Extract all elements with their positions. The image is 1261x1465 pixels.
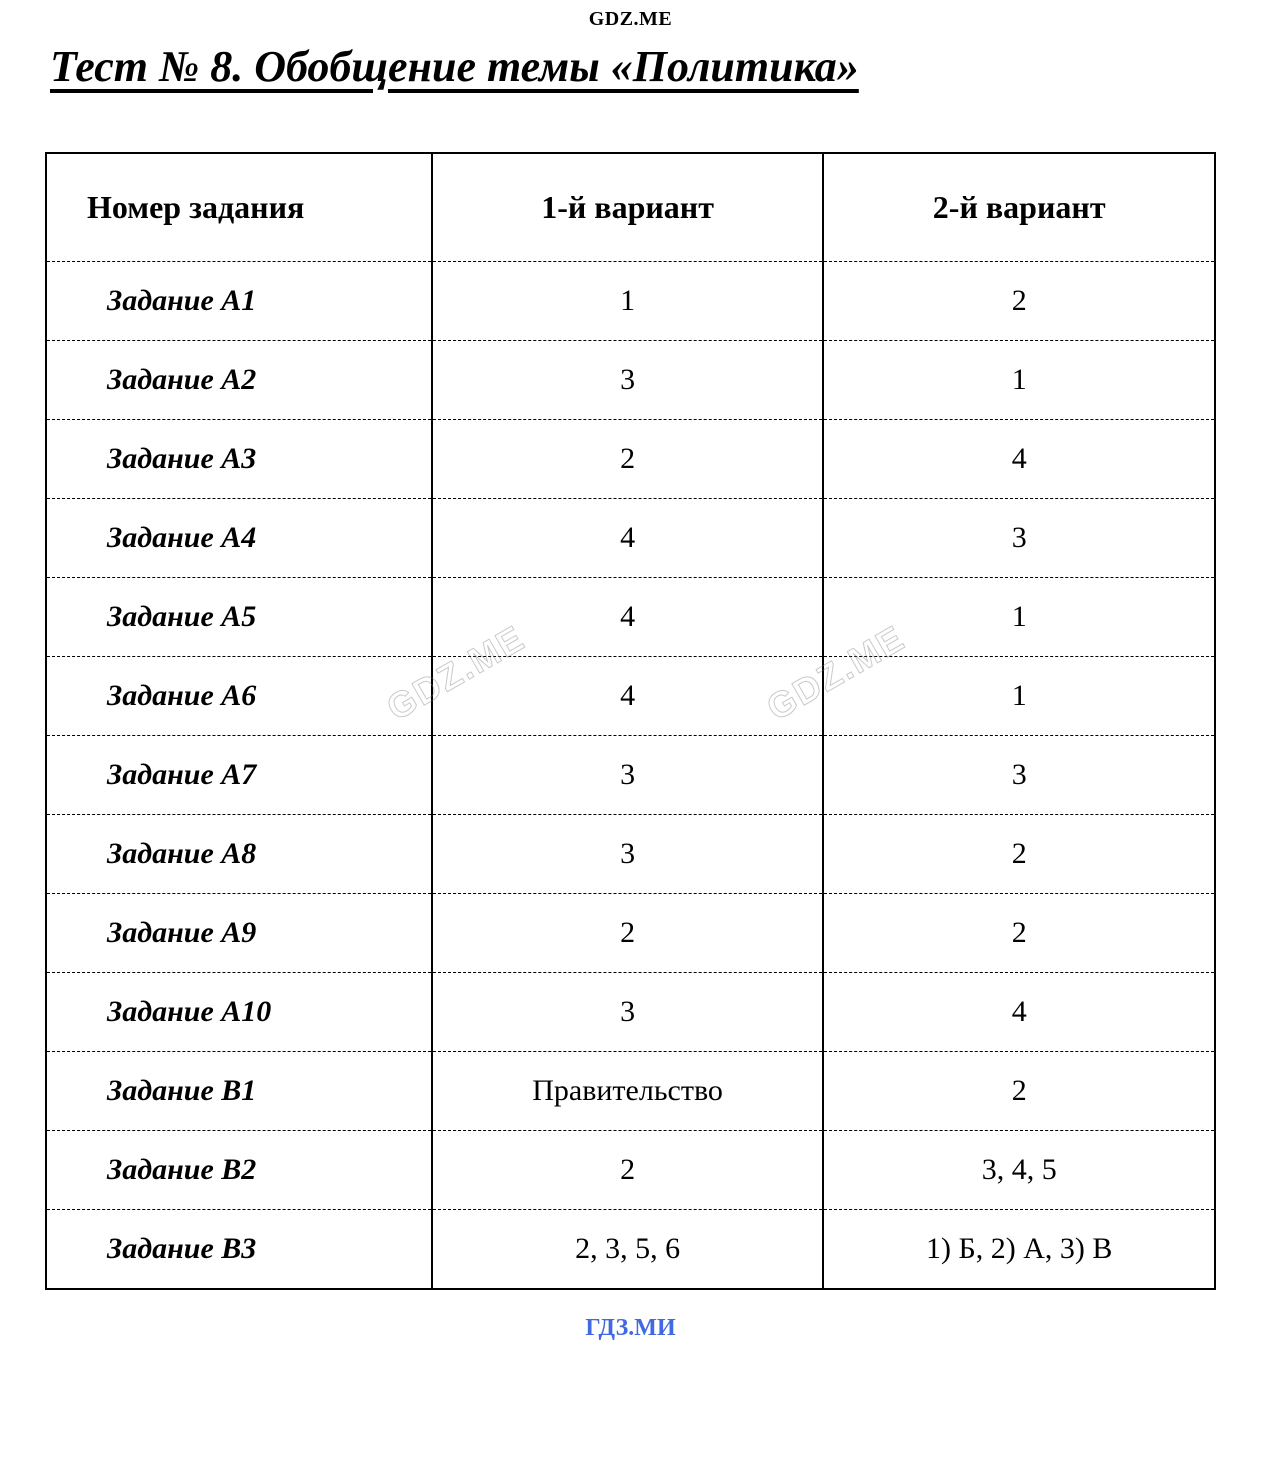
column-header-variant2: 2-й вариант [823,153,1215,262]
variant2-value: 2 [823,1052,1215,1131]
column-header-task: Номер задания [46,153,432,262]
variant2-value: 4 [823,420,1215,499]
header-watermark: GDZ.ME [0,0,1261,31]
variant2-value: 2 [823,262,1215,341]
table-row: Задание А9 2 2 [46,894,1215,973]
variant1-value: 3 [432,815,824,894]
variant2-value: 3 [823,499,1215,578]
table-row: Задание А7 3 3 [46,736,1215,815]
table-row: Задание А6 4 1 [46,657,1215,736]
task-label: Задание А1 [46,262,432,341]
task-label: Задание В1 [46,1052,432,1131]
variant1-value: 4 [432,499,824,578]
variant2-value: 1 [823,341,1215,420]
variant1-value: 2 [432,1131,824,1210]
table-row: Задание А3 2 4 [46,420,1215,499]
task-label: Задание А8 [46,815,432,894]
table-row: Задание В3 2, 3, 5, 6 1) Б, 2) А, 3) В [46,1210,1215,1290]
variant2-value: 2 [823,894,1215,973]
table-row: Задание А8 3 2 [46,815,1215,894]
table-row: Задание В2 2 3, 4, 5 [46,1131,1215,1210]
variant2-value: 3 [823,736,1215,815]
answers-table: Номер задания 1-й вариант 2-й вариант За… [45,152,1216,1290]
variant1-value: 3 [432,341,824,420]
table-container: GDZ.ME GDZ.ME Номер задания 1-й вариант … [0,152,1261,1290]
variant1-value: 3 [432,736,824,815]
table-row: Задание А2 3 1 [46,341,1215,420]
variant2-value: 1 [823,578,1215,657]
variant2-value: 3, 4, 5 [823,1131,1215,1210]
variant1-value: Правительство [432,1052,824,1131]
footer-watermark: ГДЗ.МИ [0,1290,1261,1342]
table-body: Задание А1 1 2 Задание А2 3 1 Задание А3… [46,262,1215,1290]
task-label: Задание В3 [46,1210,432,1290]
task-label: Задание А9 [46,894,432,973]
task-label: Задание А7 [46,736,432,815]
table-row: Задание А5 4 1 [46,578,1215,657]
variant2-value: 2 [823,815,1215,894]
task-label: Задание А5 [46,578,432,657]
variant2-value: 1 [823,657,1215,736]
table-row: Задание А4 4 3 [46,499,1215,578]
variant1-value: 4 [432,657,824,736]
table-header-row: Номер задания 1-й вариант 2-й вариант [46,153,1215,262]
variant2-value: 4 [823,973,1215,1052]
variant1-value: 3 [432,973,824,1052]
task-label: Задание А4 [46,499,432,578]
variant1-value: 4 [432,578,824,657]
table-row: Задание А10 3 4 [46,973,1215,1052]
task-label: Задание А10 [46,973,432,1052]
variant1-value: 1 [432,262,824,341]
task-label: Задание А6 [46,657,432,736]
variant2-value: 1) Б, 2) А, 3) В [823,1210,1215,1290]
task-label: Задание А2 [46,341,432,420]
page-title: Тест № 8. Обобщение темы «Политика» [0,31,1261,152]
table-row: Задание А1 1 2 [46,262,1215,341]
column-header-variant1: 1-й вариант [432,153,824,262]
task-label: Задание В2 [46,1131,432,1210]
variant1-value: 2 [432,420,824,499]
variant1-value: 2, 3, 5, 6 [432,1210,824,1290]
table-row: Задание В1 Правительство 2 [46,1052,1215,1131]
task-label: Задание А3 [46,420,432,499]
variant1-value: 2 [432,894,824,973]
